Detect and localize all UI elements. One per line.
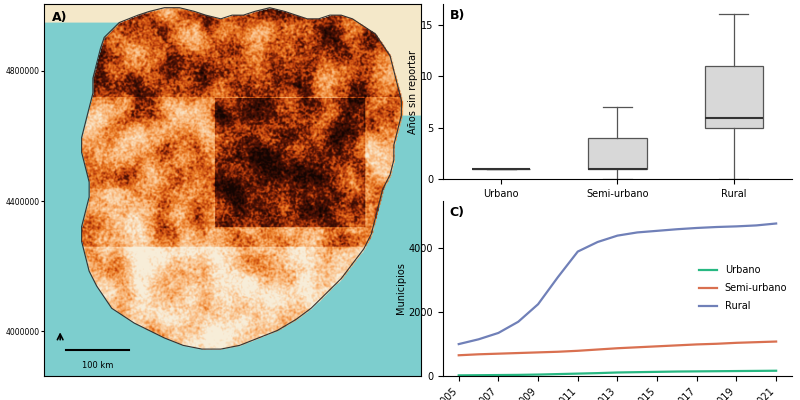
Semi-urbano — [712, 341, 722, 346]
Semi-urbano — [573, 348, 582, 353]
Urbano — [514, 372, 523, 377]
Y-axis label: Años sin reportar: Años sin reportar — [408, 50, 418, 134]
Semi-urbano — [732, 340, 742, 345]
Rural — [514, 319, 523, 324]
Semi-urbano — [771, 339, 781, 344]
Urbano — [712, 369, 722, 374]
Urbano — [633, 370, 642, 374]
Rural — [553, 275, 562, 280]
Semi-urbano — [593, 347, 602, 352]
Rural — [633, 230, 642, 235]
Semi-urbano — [454, 353, 463, 358]
Line: Semi-urbano: Semi-urbano — [458, 342, 776, 355]
Legend: Urbano, Semi-urbano, Rural: Urbano, Semi-urbano, Rural — [699, 266, 787, 311]
Rural — [652, 228, 662, 233]
Urbano — [494, 373, 503, 378]
Semi-urbano — [553, 349, 562, 354]
Text: 100 km: 100 km — [82, 361, 114, 370]
Rural — [593, 240, 602, 244]
Rural — [534, 302, 543, 307]
Line: Urbano: Urbano — [458, 371, 776, 375]
Rural — [692, 226, 702, 230]
Semi-urbano — [534, 350, 543, 355]
PathPatch shape — [588, 138, 646, 169]
Rural — [732, 224, 742, 229]
Rural — [454, 342, 463, 346]
Semi-urbano — [474, 352, 483, 357]
Urbano — [652, 370, 662, 374]
Rural — [672, 227, 682, 232]
Urbano — [613, 370, 622, 375]
Semi-urbano — [633, 345, 642, 350]
Semi-urbano — [751, 340, 761, 344]
Rural — [494, 330, 503, 335]
Urbano — [573, 371, 582, 376]
Urbano — [474, 373, 483, 378]
Semi-urbano — [692, 342, 702, 347]
Rural — [613, 233, 622, 238]
Semi-urbano — [672, 343, 682, 348]
Rural — [573, 249, 582, 254]
Semi-urbano — [652, 344, 662, 349]
PathPatch shape — [705, 66, 763, 128]
Text: B): B) — [450, 9, 466, 22]
Y-axis label: Municipios: Municipios — [396, 262, 406, 314]
Rural — [474, 337, 483, 342]
Rural — [751, 223, 761, 228]
Urbano — [692, 369, 702, 374]
Urbano — [454, 373, 463, 378]
Rural — [771, 221, 781, 226]
Semi-urbano — [494, 351, 503, 356]
Urbano — [593, 371, 602, 376]
Urbano — [553, 372, 562, 376]
Urbano — [672, 369, 682, 374]
Semi-urbano — [613, 346, 622, 351]
Text: A): A) — [51, 12, 67, 24]
Text: C): C) — [450, 206, 465, 219]
Line: Rural: Rural — [458, 224, 776, 344]
Urbano — [771, 368, 781, 373]
Urbano — [751, 368, 761, 373]
Urbano — [732, 369, 742, 374]
Rural — [712, 225, 722, 230]
Semi-urbano — [514, 351, 523, 356]
Urbano — [534, 372, 543, 377]
